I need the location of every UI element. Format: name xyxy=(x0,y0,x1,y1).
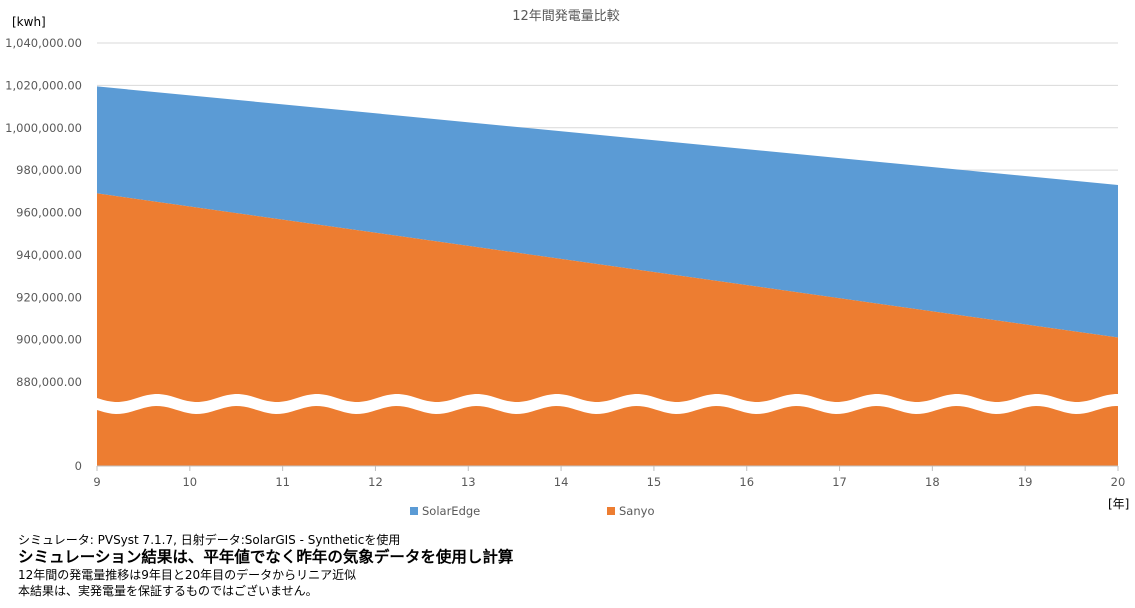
area-series xyxy=(95,86,1120,467)
legend-label-solaredge: SolarEdge xyxy=(422,504,480,518)
y-tick-label: 0 xyxy=(75,459,82,473)
y-tick-label: 1,040,000.00 xyxy=(5,36,82,50)
x-tick-label: 16 xyxy=(739,475,754,489)
y-tick-label: 1,000,000.00 xyxy=(5,121,82,135)
y-axis-label: [kwh] xyxy=(12,15,46,29)
legend-label-sanyo: Sanyo xyxy=(619,504,654,518)
y-tick-label: 920,000.00 xyxy=(16,290,82,304)
chart: 12年間発電量比較 [kwh] 1,040,000.00 1,020,000.00… xyxy=(5,9,1129,518)
y-tick-label: 980,000.00 xyxy=(16,163,82,177)
y-tick-label: 940,000.00 xyxy=(16,248,82,262)
legend-swatch-solaredge xyxy=(410,507,418,515)
legend: SolarEdge Sanyo xyxy=(410,504,654,518)
note-disclaimer: 本結果は、実発電量を保証するものではございません。 xyxy=(18,584,318,598)
x-tick-labels: 9 10 11 12 13 14 15 16 17 18 19 20 xyxy=(93,466,1125,489)
chart-title: 12年間発電量比較 xyxy=(512,9,620,24)
x-tick-label: 11 xyxy=(275,475,290,489)
x-tick-label: 17 xyxy=(832,475,847,489)
y-tick-label: 960,000.00 xyxy=(16,206,82,220)
y-tick-label: 1,020,000.00 xyxy=(5,78,82,92)
area-solaredge xyxy=(97,86,1118,338)
x-tick-label: 12 xyxy=(368,475,383,489)
x-tick-label: 9 xyxy=(93,475,100,489)
note-simulation-basis: シミュレーション結果は、平年値でなく昨年の気象データを使用し計算 xyxy=(18,548,514,566)
axis-break xyxy=(95,394,1120,414)
note-linear-approximation: 12年間の発電量推移は9年目と20年目のデータからリニア近似 xyxy=(18,568,357,582)
x-tick-label: 10 xyxy=(182,475,197,489)
x-tick-label: 14 xyxy=(554,475,569,489)
x-tick-label: 19 xyxy=(1018,475,1033,489)
x-tick-label: 20 xyxy=(1111,475,1126,489)
x-tick-label: 18 xyxy=(925,475,940,489)
y-tick-label: 900,000.00 xyxy=(16,333,82,347)
note-simulator: シミュレータ: PVSyst 7.1.7, 日射データ:SolarGIS - S… xyxy=(18,533,401,547)
x-tick-label: 13 xyxy=(461,475,476,489)
legend-swatch-sanyo xyxy=(607,507,615,515)
y-tick-labels: 1,040,000.00 1,020,000.00 1,000,000.00 980,… xyxy=(5,36,82,473)
x-axis-label: [年] xyxy=(1108,497,1129,511)
notes: シミュレータ: PVSyst 7.1.7, 日射データ:SolarGIS - S… xyxy=(18,532,513,599)
x-tick-label: 15 xyxy=(647,475,662,489)
y-tick-label: 880,000.00 xyxy=(16,375,82,389)
